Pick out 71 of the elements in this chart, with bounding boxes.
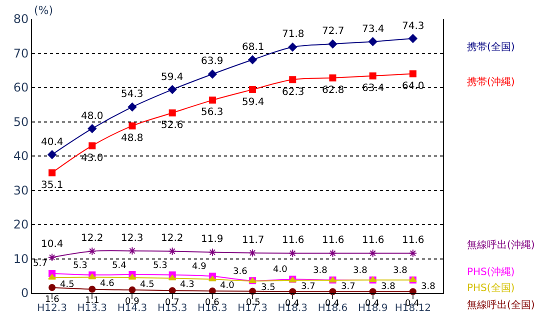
data-label: 4.6 [100,279,115,289]
data-label: 3.8 [353,266,368,276]
data-label: 4.0 [220,281,235,291]
y-tick-label: 10 [13,252,29,266]
data-label: 11.6 [322,235,344,246]
x-tick-label: H16.3 [198,303,228,314]
data-label: 11.6 [362,235,384,246]
data-label: 3.8 [313,266,328,276]
data-label: 3.5 [261,283,276,293]
data-label: 52.6 [161,120,184,131]
data-label: 62.3 [282,87,304,98]
data-label: 62.8 [322,85,344,96]
data-label: 4.0 [273,265,288,275]
data-label: 5.4 [112,261,127,271]
data-label: 11.6 [282,235,304,246]
data-label: 59.4 [161,72,184,83]
y-tick-label: 80 [13,12,29,26]
data-label: 35.1 [41,180,64,191]
y-tick-label: 0 [20,286,29,300]
data-label: 4.5 [60,280,74,290]
x-tick-label: H15.3 [157,303,188,314]
data-label: 54.3 [121,89,144,100]
data-label: 74.3 [402,21,424,32]
data-label: 11.7 [242,235,264,246]
data-label: 3.8 [381,282,396,292]
data-label: 40.4 [41,137,64,148]
text: 無線呼出(沖縄) [467,239,535,251]
x-tick-label: H14.3 [117,303,148,314]
data-label: 68.1 [242,42,264,53]
data-label: 4.3 [180,280,194,290]
y-axis-title: (%) [34,4,54,17]
data-label: 3.6 [233,267,248,277]
data-label: 63.9 [201,56,224,67]
data-label: 5.7 [33,259,48,269]
data-label: 4.5 [140,280,154,290]
data-label: 73.4 [362,24,384,35]
data-label: 11.9 [201,234,224,245]
y-tick-label: 30 [13,183,29,198]
text: PHS(沖縄) [467,266,515,278]
data-label: 4.9 [192,262,207,272]
data-label: 1.6 [45,295,60,305]
data-label: 11.6 [402,235,424,246]
x-tick-label: H12.3 [37,303,67,314]
data-label: 12.3 [121,233,144,244]
data-label: 3.8 [421,282,436,292]
data-label: 71.8 [282,29,304,40]
data-label: 10.4 [41,239,64,250]
y-tick-label: 20 [13,218,29,232]
text: 無線呼出(全国) [467,299,535,311]
data-label: 48.8 [121,133,144,144]
data-label: 43.0 [81,153,104,164]
data-label: 59.4 [242,97,264,108]
text: 携帯(全国) [467,41,515,53]
y-tick-label: 60 [13,80,29,95]
data-label: 3.7 [301,282,316,292]
y-tick-label: 70 [13,46,29,60]
text: PHS(全国) [467,282,515,294]
text: 携帯(沖縄) [467,76,515,88]
y-tick-label: 40 [13,149,29,164]
data-label: 48.0 [81,111,104,122]
data-label: 3.8 [393,266,408,276]
x-tick-label: H13.3 [77,303,108,314]
data-label: 72.7 [322,26,344,37]
x-tick-label: H17.3 [238,303,268,314]
data-label: 5.3 [73,261,88,271]
y-tick-label: 50 [13,114,29,129]
data-label: 12.2 [81,233,104,244]
data-label: 5.3 [153,261,168,271]
data-label: 56.3 [201,107,224,118]
data-label: 12.2 [161,233,184,244]
data-label: 3.7 [341,282,356,292]
